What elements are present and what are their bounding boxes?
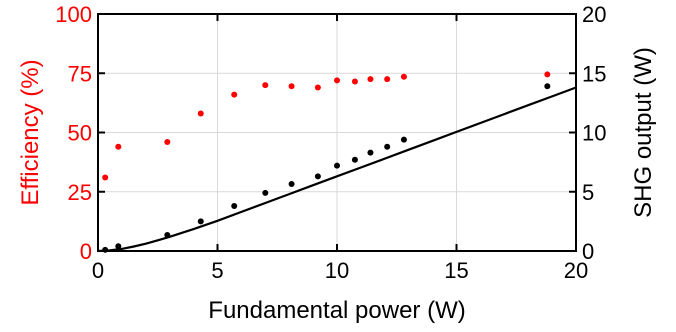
efficiency-point	[288, 83, 295, 90]
x-axis-label: Fundamental power (W)	[208, 297, 465, 324]
y-right-tick-label: 5	[582, 180, 594, 205]
efficiency-point	[367, 76, 374, 83]
y-right-tick-label: 10	[582, 121, 606, 146]
efficiency-point	[115, 143, 122, 150]
shg-point	[367, 149, 374, 156]
data-points	[102, 71, 551, 253]
y-right-tick-label: 15	[582, 61, 606, 86]
fit-line	[97, 86, 577, 253]
y-right-tick-label: 20	[582, 2, 606, 27]
y-left-tick-label: 50	[68, 121, 92, 146]
axis-ticks	[97, 13, 577, 252]
y-right-tick-label: 0	[582, 239, 594, 264]
grid	[98, 14, 576, 251]
efficiency-point	[384, 76, 391, 83]
shg-point	[384, 143, 391, 150]
x-tick-label: 20	[564, 258, 588, 283]
shg-point	[197, 218, 204, 225]
shg-point	[314, 173, 321, 180]
y-axis-left-label: Efficiency (%)	[17, 59, 44, 205]
shg-point	[400, 136, 407, 143]
y-left-tick-label: 0	[80, 239, 92, 264]
x-tick-label: 0	[92, 258, 104, 283]
shg-point	[231, 202, 238, 209]
shg-point	[544, 83, 551, 90]
shg-point	[164, 232, 171, 239]
y-left-tick-label: 25	[68, 180, 92, 205]
shg-point	[334, 162, 340, 169]
efficiency-point	[262, 82, 269, 89]
x-tick-label: 15	[444, 258, 468, 283]
efficiency-point	[102, 174, 109, 181]
efficiency-point	[351, 78, 358, 85]
x-tick-label: 5	[211, 258, 223, 283]
x-tick-label: 10	[325, 258, 349, 283]
efficiency-point	[314, 84, 321, 91]
efficiency-point	[197, 110, 204, 117]
efficiency-point	[164, 138, 171, 145]
efficiency-point	[544, 71, 551, 78]
shg-point	[351, 156, 358, 163]
y-left-tick-label: 75	[68, 61, 92, 86]
efficiency-point	[334, 77, 340, 84]
shg-point	[262, 189, 269, 196]
efficiency-point	[400, 73, 407, 80]
shg-point	[288, 181, 295, 188]
fit-line-layer	[97, 86, 577, 253]
shg-point	[115, 243, 122, 250]
y-left-tick-label: 100	[55, 2, 92, 27]
efficiency-point	[231, 91, 238, 98]
y-axis-right-label: SHG output (W)	[630, 47, 657, 218]
